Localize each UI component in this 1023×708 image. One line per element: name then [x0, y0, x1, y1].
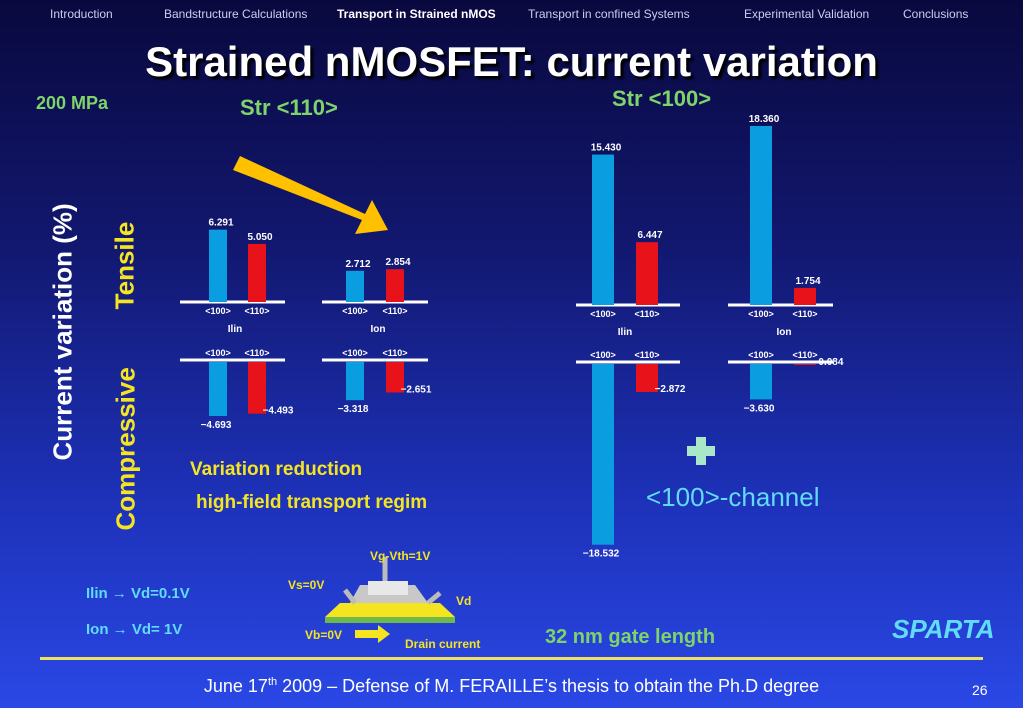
- data-label: 5.050: [247, 232, 272, 243]
- gate-length-label: 32 nm gate length: [545, 626, 716, 648]
- footer-divider: [40, 657, 983, 660]
- data-label: 6.447: [637, 230, 662, 241]
- page-number: 26: [972, 682, 988, 698]
- data-label: 1.754: [795, 276, 820, 287]
- data-label: −0.084: [813, 357, 844, 368]
- bar-tensile-110-ilin: [636, 242, 658, 305]
- tick-label: <100>: [590, 309, 616, 319]
- tick-label: <100>: [590, 350, 616, 360]
- tick-label: <100>: [342, 306, 368, 316]
- annotation-regime: high-field transport regim: [196, 492, 428, 513]
- drain-current-label: Drain current: [405, 637, 481, 651]
- data-label: −2.651: [401, 384, 432, 395]
- data-label: 18.360: [749, 114, 780, 125]
- ion-definition: Ion → Vd= 1V: [86, 621, 183, 638]
- nav-introduction[interactable]: Introduction: [50, 7, 113, 21]
- vd-label: Vd: [456, 594, 472, 608]
- tick-label: <110>: [634, 350, 659, 360]
- data-label: 2.854: [385, 257, 410, 268]
- tick-label: <110>: [244, 348, 269, 358]
- category-label: Ion: [371, 324, 386, 335]
- bar-compressive-100-ilin: [592, 364, 614, 545]
- stress-label: 200 MPa: [36, 93, 109, 113]
- page-title: Strained nMOSFET: current variation: [145, 38, 878, 85]
- bar-compressive-110-ion: [794, 364, 816, 365]
- data-label: −3.318: [338, 404, 369, 415]
- data-label: −4.693: [201, 420, 232, 431]
- data-label: −4.493: [263, 406, 294, 417]
- section-nav: Introduction Bandstructure Calculations …: [0, 0, 1023, 26]
- bar-compressive-110-ion: [386, 362, 404, 393]
- nav-conclusions[interactable]: Conclusions: [903, 7, 969, 21]
- footer-text: June 17th 2009 – Defense of M. FERAILLE’…: [203, 676, 820, 696]
- data-label: 6.291: [208, 218, 233, 229]
- tick-label: <100>: [205, 348, 231, 358]
- category-label: Ilin: [228, 324, 242, 335]
- data-label: −18.532: [583, 549, 620, 560]
- bar-tensile-100-ilin: [209, 229, 227, 302]
- str100-label: Str <100>: [612, 86, 712, 111]
- bar-tensile-100-ion: [750, 125, 772, 306]
- ilin-definition: Ilin → Vd=0.1V: [86, 585, 190, 602]
- vb-label: Vb=0V: [305, 628, 343, 642]
- bar-compressive-110-ilin: [636, 364, 658, 393]
- bar-tensile-110-ilin: [248, 243, 266, 302]
- tick-label: <110>: [382, 306, 407, 316]
- tick-label: <100>: [342, 348, 368, 358]
- bar-compressive-110-ilin: [248, 362, 266, 414]
- tick-label: <100>: [748, 350, 774, 360]
- bar-tensile-100-ion: [346, 270, 364, 302]
- annotation-variation: Variation reduction: [190, 459, 363, 480]
- bar-compressive-100-ilin: [209, 362, 227, 416]
- tick-label: <100>: [748, 309, 774, 319]
- annotation-channel: <100>-channel: [646, 482, 820, 512]
- tick-label: <110>: [792, 350, 817, 360]
- tick-label: <110>: [244, 306, 269, 316]
- nav-experimental[interactable]: Experimental Validation: [744, 7, 870, 21]
- plus-icon: [687, 437, 715, 465]
- bar-tensile-110-ion: [386, 269, 404, 302]
- bar-tensile-100-ilin: [592, 154, 614, 305]
- tick-label: <100>: [205, 306, 231, 316]
- tick-label: <110>: [634, 309, 659, 319]
- category-label: Ilin: [618, 327, 632, 338]
- sparta-logo: SPARTA: [892, 614, 995, 644]
- data-label: 15.430: [591, 143, 622, 154]
- mosfet-schematic: [325, 557, 455, 643]
- nav-transport-confined[interactable]: Transport in confined Systems: [528, 7, 690, 21]
- str110-label: Str <110>: [240, 95, 338, 120]
- tick-label: <110>: [382, 348, 407, 358]
- bar-compressive-100-ion: [750, 364, 772, 400]
- bar-compressive-100-ion: [346, 362, 364, 401]
- vg-label: Vg-Vth=1V: [370, 549, 431, 563]
- nav-bandstructure[interactable]: Bandstructure Calculations: [164, 7, 308, 21]
- tick-label: <110>: [792, 309, 817, 319]
- data-label: 2.712: [345, 259, 370, 270]
- data-label: −3.630: [744, 403, 775, 414]
- nav-transport-strained[interactable]: Transport in Strained nMOS: [337, 7, 496, 21]
- data-label: −2.872: [655, 384, 686, 395]
- arrow-icon: [233, 156, 388, 234]
- category-label: Ion: [777, 327, 792, 338]
- vs-label: Vs=0V: [288, 578, 325, 592]
- bar-tensile-110-ion: [794, 287, 816, 305]
